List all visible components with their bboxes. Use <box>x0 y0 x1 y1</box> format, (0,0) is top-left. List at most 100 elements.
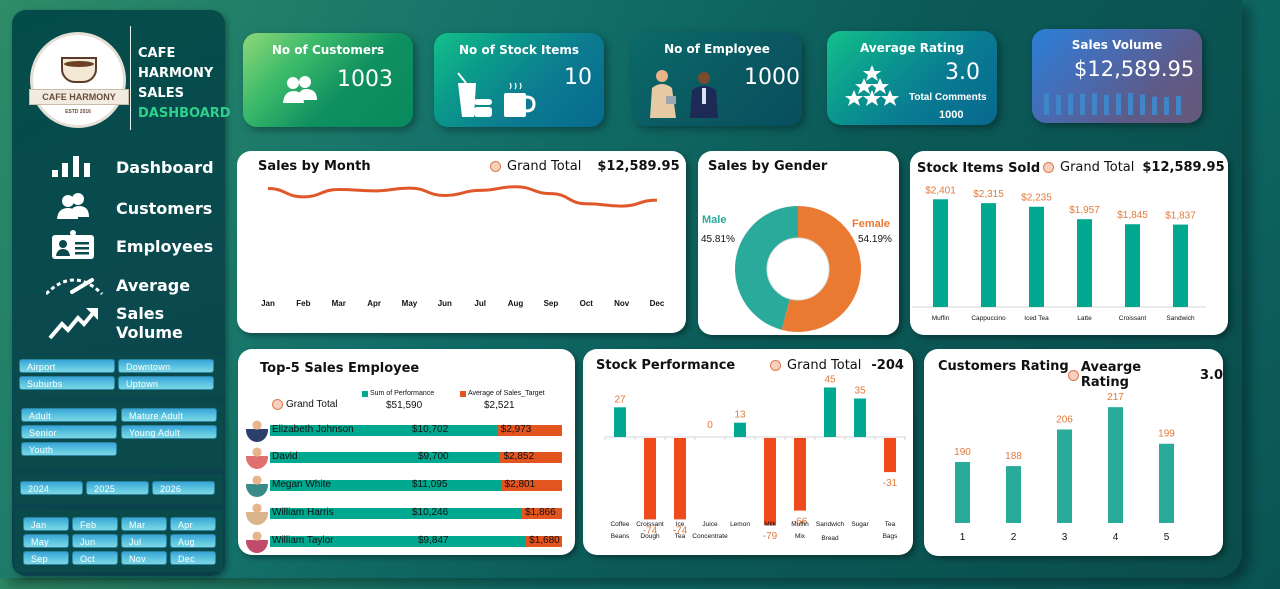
kpi-value: 3.0 <box>945 60 980 85</box>
chart-title: Top-5 Sales Employee <box>260 361 420 376</box>
stock-items-sold-panel: Stock Items Sold Grand Total $12,589.95 … <box>910 151 1228 335</box>
sales-line <box>267 185 658 208</box>
slicer-month-dec[interactable]: Dec <box>170 551 216 565</box>
data-label: 188 <box>1005 451 1022 462</box>
logo-estd: ESTD 2016 <box>65 109 91 115</box>
slicer-month-feb[interactable]: Feb <box>72 517 118 531</box>
slicer-month-may[interactable]: May <box>23 534 69 548</box>
slicer-2024[interactable]: 2024 <box>20 481 83 495</box>
employee-name: David <box>272 451 298 462</box>
kpi-customers-card: No of Customers 1003 <box>243 33 413 127</box>
bar-sandwich <box>1173 224 1188 307</box>
slicer-month-oct[interactable]: Oct <box>72 551 118 565</box>
stars-icon <box>845 65 899 106</box>
nav-label: Dashboard <box>116 157 214 177</box>
x-tick-label: Lemon <box>730 521 750 528</box>
slicer-youth[interactable]: Youth <box>21 442 117 456</box>
sparkline-bar <box>1152 96 1157 115</box>
x-tick-label: Croissant <box>1119 315 1147 322</box>
bar-sugar <box>854 398 866 437</box>
trend-up-icon <box>48 308 98 340</box>
performance-value: $11,095 <box>412 479 448 490</box>
x-tick-label: Cappuccino <box>971 315 1006 322</box>
sales-target-bar <box>525 536 562 547</box>
total-performance: $51,590 <box>386 400 423 411</box>
slicer-downtown[interactable]: Downtown <box>118 359 214 373</box>
sales-by-month-chart: Jan Feb Mar Apr May Jun Jul Aug Sep Oct Nov Dec <box>261 185 665 308</box>
slicer-month-sep[interactable]: Sep <box>23 551 69 565</box>
x-tick-label: Aug <box>508 299 524 308</box>
employee-name: William Harris <box>272 507 334 518</box>
slicer-suburbs[interactable]: Suburbs <box>19 376 115 390</box>
employee-avatar <box>246 529 268 553</box>
x-tick-label: Oct <box>580 299 594 308</box>
employee-name: Megan White <box>272 479 331 490</box>
data-label: 0 <box>707 420 713 431</box>
x-tick-label: May <box>402 299 418 308</box>
x-tick-label: 1 <box>960 532 966 543</box>
stock-items-sold-chart: $2,401 Muffin $2,315 Cappuccino $2,235 Iced T… <box>912 185 1206 322</box>
slicer-month-nov[interactable]: Nov <box>121 551 167 565</box>
slicer-young-adult[interactable]: Young Adult <box>121 425 217 439</box>
x-tick-label: Jun <box>438 299 452 308</box>
donut-hole <box>766 237 830 301</box>
data-label: -66 <box>793 517 808 528</box>
legend-label: Sum of Performance <box>370 390 435 397</box>
slicer-2025[interactable]: 2025 <box>86 481 149 495</box>
slicer-month-jan[interactable]: Jan <box>23 517 69 531</box>
nav-item-average[interactable]: Average <box>12 268 225 302</box>
x-tick-label: Coffee <box>610 521 629 528</box>
nav-item-customers[interactable]: Customers <box>12 191 225 225</box>
slicer-2026[interactable]: 2026 <box>152 481 215 495</box>
employee-avatar <box>246 418 268 442</box>
x-tick-label: Jul <box>474 299 486 308</box>
slicer-uptown[interactable]: Uptown <box>118 376 214 390</box>
slicer-airport[interactable]: Airport <box>19 359 115 373</box>
data-label: -79 <box>763 531 778 542</box>
slicer-month-jul[interactable]: Jul <box>121 534 167 548</box>
slicer-month-apr[interactable]: Apr <box>170 517 216 531</box>
sidebar: CAFE HARMONY ESTD 2016 CAFE HARMONY SALE… <box>12 10 231 576</box>
data-label: 45 <box>824 375 836 386</box>
nav-item-sales-volume[interactable]: Sales Volume <box>12 304 225 342</box>
legend-marker <box>1068 369 1079 381</box>
employee-name: William Taylor <box>272 535 334 546</box>
data-label: $1,957 <box>1069 205 1100 216</box>
sparkline-bar <box>1104 94 1109 115</box>
chart-title: Sales by Gender <box>708 159 828 174</box>
x-tick-label: Mix <box>795 533 806 540</box>
slicer-adult[interactable]: Adult <box>21 408 117 422</box>
performance-value: $9,700 <box>418 451 449 462</box>
x-tick-label: Iced Tea <box>1024 315 1049 322</box>
nav-item-dashboard[interactable]: Dashboard <box>12 150 225 184</box>
legend-value: $12,589.95 <box>597 159 680 174</box>
slicer-month-aug[interactable]: Aug <box>170 534 216 548</box>
performance-bar <box>270 480 501 491</box>
bar-tea-bags <box>884 438 896 473</box>
label-female: Female <box>852 218 890 230</box>
x-tick-label: Apr <box>367 299 381 308</box>
x-tick-label: Ice <box>676 521 685 528</box>
data-label: 35 <box>854 386 866 397</box>
sparkline-bar <box>1140 94 1145 115</box>
data-label: $1,845 <box>1117 210 1148 221</box>
x-tick-label: Juice <box>702 521 718 528</box>
slicer-senior[interactable]: Senior <box>21 425 117 439</box>
age-group-slicer: Adult Mature Adult Senior Young Adult Yo… <box>15 402 223 468</box>
donut-slice-male <box>734 206 798 330</box>
slicer-mature-adult[interactable]: Mature Adult <box>121 408 217 422</box>
x-tick-label: Feb <box>296 299 310 308</box>
nav-label: Customers <box>116 198 213 218</box>
employee-name: Elizabeth Johnson <box>272 424 354 435</box>
slicer-month-jun[interactable]: Jun <box>72 534 118 548</box>
slicer-month-mar[interactable]: Mar <box>121 517 167 531</box>
legend-label: Average of Sales_Target <box>468 390 545 397</box>
nav-item-employees[interactable]: Employees <box>12 229 225 263</box>
x-tick-label: Croissant <box>636 521 664 528</box>
sales-target-bar <box>500 480 562 491</box>
brand-line-3: SALES <box>138 86 184 101</box>
x-tick-label: Beans <box>611 533 630 540</box>
sales-target-bar <box>496 425 562 436</box>
employee-avatar <box>246 501 268 525</box>
x-tick-label: Bags <box>883 533 899 540</box>
